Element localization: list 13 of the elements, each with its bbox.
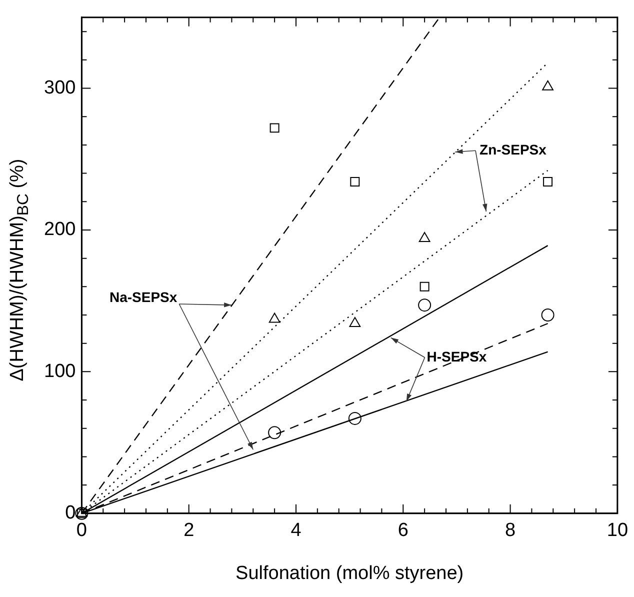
x-tick-label: 2	[184, 520, 194, 542]
y-tick-label: 100	[44, 360, 76, 382]
annotation: Zn-SEPSx	[480, 141, 547, 158]
annotation: H-SEPSx	[426, 348, 487, 364]
x-tick-label: 8	[505, 520, 516, 542]
x-tick-label: 10	[606, 520, 628, 542]
y-tick-label: 0	[65, 502, 76, 524]
x-tick-label: 4	[290, 520, 302, 542]
x-axis-title: Sulfonation (mol% styrene)	[236, 562, 464, 584]
y-tick-label: 300	[44, 77, 76, 98]
y-tick-label: 200	[44, 219, 76, 240]
annotation: Na-SEPSx	[109, 288, 178, 305]
x-tick-label: 6	[398, 520, 408, 542]
